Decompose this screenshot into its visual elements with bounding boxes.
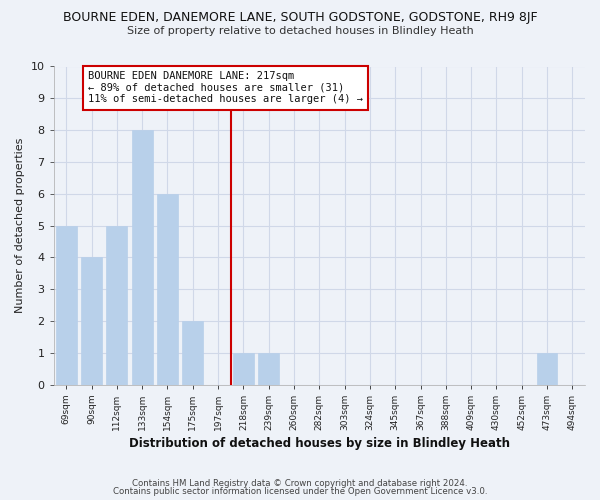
Bar (132, 130, 152, 384)
Y-axis label: Number of detached properties: Number of detached properties (15, 138, 25, 314)
Text: BOURNE EDEN DANEMORE LANE: 217sqm
← 89% of detached houses are smaller (31)
11% : BOURNE EDEN DANEMORE LANE: 217sqm ← 89% … (88, 72, 363, 104)
X-axis label: Distribution of detached houses by size in Blindley Heath: Distribution of detached houses by size … (129, 437, 510, 450)
Text: Contains public sector information licensed under the Open Government Licence v3: Contains public sector information licen… (113, 487, 487, 496)
Bar (233, 353, 254, 384)
Text: Contains HM Land Registry data © Crown copyright and database right 2024.: Contains HM Land Registry data © Crown c… (132, 478, 468, 488)
Text: Size of property relative to detached houses in Blindley Heath: Size of property relative to detached ho… (127, 26, 473, 36)
Bar (157, 194, 178, 384)
Bar (56, 226, 77, 384)
Bar (106, 226, 127, 384)
Text: BOURNE EDEN, DANEMORE LANE, SOUTH GODSTONE, GODSTONE, RH9 8JF: BOURNE EDEN, DANEMORE LANE, SOUTH GODSTO… (62, 11, 538, 24)
Bar (259, 353, 279, 384)
Bar (81, 258, 102, 384)
Bar (182, 321, 203, 384)
Bar (536, 353, 557, 384)
